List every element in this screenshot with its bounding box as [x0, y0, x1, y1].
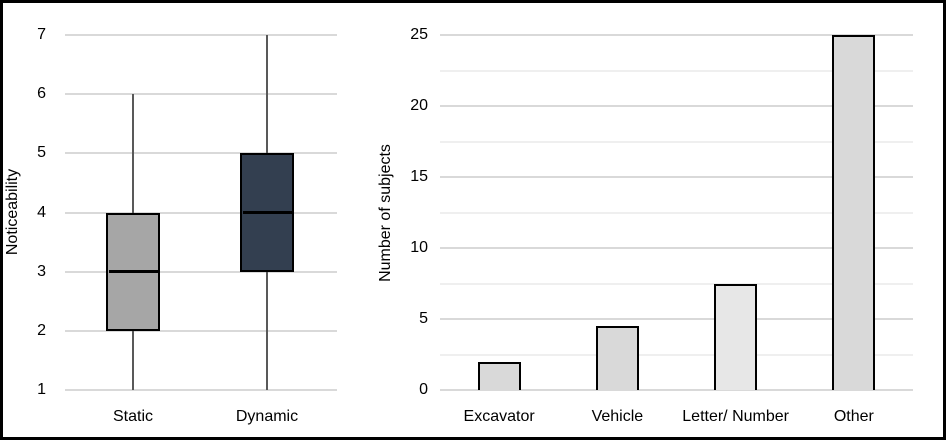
gridline-major: [440, 318, 913, 320]
y-tick-label: 0: [419, 381, 428, 398]
category-label: Excavator: [463, 408, 535, 425]
category-label: Dynamic: [235, 408, 299, 425]
y-tick-label: 6: [37, 85, 46, 103]
y-tick-label: 5: [419, 310, 428, 327]
gridline-major: [65, 329, 337, 332]
category-label: Other: [833, 408, 874, 425]
category-label: Letter/ Number: [682, 408, 789, 425]
y-tick-label: 15: [410, 168, 428, 185]
gridline-major: [65, 389, 337, 391]
bar: [714, 283, 758, 390]
gridline-major: [440, 34, 913, 36]
gridline-minor: [440, 282, 913, 285]
gridline-minor: [440, 69, 913, 72]
gridline-major: [65, 34, 337, 36]
category-label: Vehicle: [591, 408, 644, 425]
gridline-major: [65, 270, 337, 273]
y-tick-label: 10: [410, 239, 428, 256]
y-tick-label: 5: [37, 144, 46, 162]
bar: [832, 35, 876, 390]
gridline-major: [65, 93, 337, 96]
y-tick-label: 3: [37, 262, 46, 280]
gridline-major: [440, 247, 913, 249]
gridline-major: [440, 105, 913, 107]
y-tick-label: 25: [410, 26, 428, 43]
y-tick-label: 1: [37, 381, 46, 398]
y-tick-label: 20: [410, 97, 428, 114]
box-median-line: [108, 270, 158, 273]
box-median-line: [242, 211, 292, 214]
gridline-major: [65, 211, 337, 214]
gridline-minor: [440, 140, 913, 143]
y-tick-label: 4: [37, 203, 46, 221]
gridline-minor: [440, 211, 913, 214]
bar: [595, 326, 639, 390]
gridline-major: [440, 176, 913, 178]
barchart-y-axis-title: Number of subjects: [377, 144, 394, 282]
gridline-major: [440, 389, 913, 391]
category-label: Static: [112, 408, 153, 425]
gridline-major: [65, 152, 337, 155]
bar: [477, 361, 521, 390]
y-tick-label: 2: [37, 321, 46, 339]
y-tick-label: 7: [37, 26, 46, 43]
gridline-minor: [440, 353, 913, 356]
